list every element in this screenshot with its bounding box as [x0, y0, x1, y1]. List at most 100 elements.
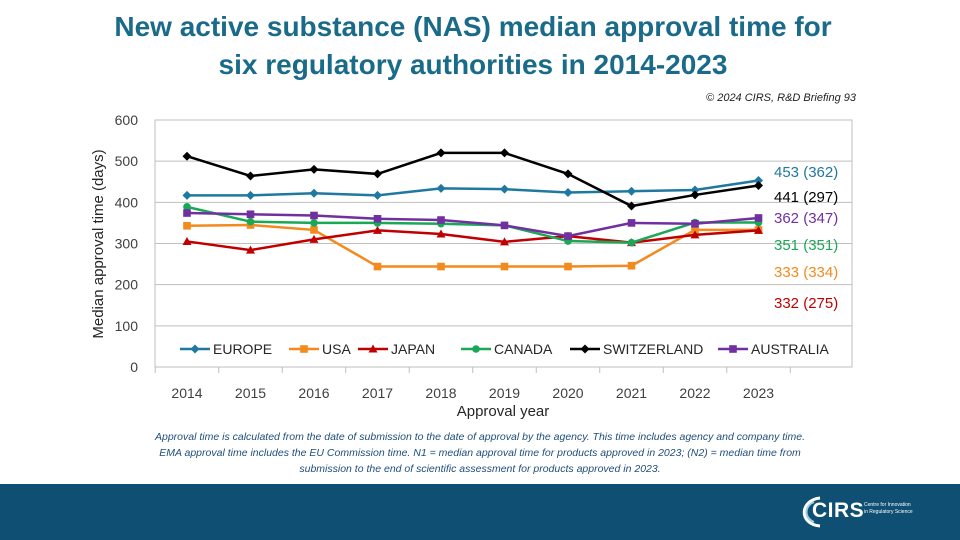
legend-marker — [472, 345, 480, 353]
series-line-canada — [186, 205, 759, 244]
data-point-usa — [564, 262, 572, 271]
footnote-line-1: Approval time is calculated from the dat… — [155, 431, 805, 443]
data-point-japan — [436, 229, 446, 238]
data-point-usa — [627, 261, 636, 270]
x-tick-label: 2016 — [298, 385, 329, 401]
data-point-australia — [310, 211, 318, 220]
series-line-europe — [187, 179, 759, 197]
x-axis-title: Approval year — [457, 403, 550, 420]
data-point-switzerland — [436, 148, 446, 158]
y-tick-label: 0 — [130, 359, 138, 375]
series-line-switzerland — [186, 151, 759, 208]
data-point-australia — [754, 214, 763, 222]
x-tick-label: 2018 — [425, 385, 456, 401]
data-point-australia — [437, 216, 445, 224]
data-point-usa — [500, 262, 509, 271]
data-point-switzerland — [627, 201, 636, 211]
footer-bar: CIRS Centre for Innovation in Regulatory… — [0, 484, 960, 540]
data-point-europe — [182, 190, 192, 200]
x-tick-label: 2020 — [552, 385, 583, 401]
data-point-europe — [246, 190, 255, 200]
data-point-europe — [627, 186, 636, 196]
data-point-switzerland — [182, 151, 192, 161]
footnote-line-2: EMA approval time includes the EU Commis… — [159, 447, 801, 459]
data-point-usa — [310, 226, 318, 234]
x-tick-label: 2019 — [489, 385, 520, 401]
data-point-australia — [691, 219, 699, 228]
logo-text: CIRS — [812, 499, 865, 522]
data-point-europe — [373, 190, 382, 200]
end-label-usa: 333 (334) — [774, 264, 838, 281]
legend-marker — [368, 344, 378, 353]
data-point-japan — [309, 234, 319, 243]
legend-marker — [190, 344, 200, 354]
title-line-2: six regulatory authorities in 2014-2023 — [218, 49, 728, 80]
x-tick-label: 2017 — [362, 385, 393, 401]
data-point-usa — [437, 262, 445, 271]
copyright-note: © 2024 CIRS, R&D Briefing 93 — [706, 92, 856, 104]
y-tick-label: 400 — [115, 194, 139, 210]
data-point-japan — [754, 225, 763, 234]
legend-label-canada: CANADA — [494, 341, 553, 357]
y-tick-label: 500 — [115, 153, 139, 169]
data-point-australia — [373, 215, 382, 223]
data-point-switzerland — [246, 171, 255, 181]
data-point-australia — [246, 210, 255, 219]
data-point-switzerland — [563, 169, 573, 179]
end-label-japan: 332 (275) — [774, 295, 838, 312]
series-line-australia — [186, 211, 759, 238]
end-label-canada: 351 (351) — [774, 237, 838, 254]
x-tick-label: 2014 — [171, 385, 202, 401]
x-tick-label: 2022 — [679, 385, 710, 401]
end-label-switzerland: 441 (297) — [774, 189, 838, 206]
data-point-europe — [754, 176, 763, 186]
data-point-switzerland — [309, 164, 319, 174]
data-point-japan — [373, 225, 382, 234]
data-point-europe — [436, 183, 446, 193]
data-point-canada — [627, 238, 636, 247]
data-point-canada — [183, 203, 191, 211]
data-point-australia — [500, 221, 509, 230]
x-tick-label: 2015 — [235, 385, 266, 401]
data-point-canada — [246, 217, 255, 226]
chart-title: New active substance (NAS) median approv… — [0, 8, 946, 84]
x-tick-label: 2021 — [616, 385, 647, 401]
data-point-japan — [246, 245, 255, 254]
series-line-usa — [186, 223, 759, 268]
data-point-usa — [691, 226, 699, 234]
data-point-europe — [563, 187, 573, 197]
data-point-australia — [564, 232, 572, 240]
y-tick-label: 600 — [115, 112, 139, 128]
series-line-japan — [186, 229, 759, 252]
data-point-switzerland — [690, 190, 700, 200]
footnote-line-3: submission to the end of scientific asse… — [299, 463, 661, 475]
data-point-japan — [500, 237, 509, 246]
data-point-switzerland — [373, 169, 382, 179]
y-tick-label: 300 — [115, 236, 139, 252]
legend-label-japan: JAPAN — [391, 341, 435, 357]
legend-label-europe: EUROPE — [213, 341, 272, 357]
data-point-europe — [309, 188, 319, 198]
data-point-usa — [373, 262, 382, 271]
legend-marker — [300, 345, 308, 353]
logo-subtitle: Centre for Innovation in Regulatory Scie… — [864, 502, 913, 515]
end-label-europe: 453 (362) — [774, 164, 838, 181]
data-point-canada — [310, 219, 318, 227]
data-point-usa — [183, 221, 191, 230]
y-tick-label: 100 — [115, 318, 139, 334]
y-tick-label: 200 — [115, 277, 139, 293]
y-axis-title: Median approval time (days) — [90, 149, 107, 338]
legend-label-usa: USA — [322, 341, 351, 357]
title-line-1: New active substance (NAS) median approv… — [114, 11, 832, 42]
end-label-australia: 362 (347) — [774, 210, 838, 227]
approval-time-chart: 0 100 200 300 400 500 600 2014 2015 2016 2017 2018 2… — [90, 112, 853, 420]
data-point-japan — [690, 230, 700, 239]
data-point-australia — [183, 209, 191, 217]
cirs-logo[interactable]: CIRS Centre for Innovation in Regulatory… — [790, 492, 913, 532]
legend-label-switzerland: SWITZERLAND — [603, 341, 703, 357]
data-point-japan — [182, 236, 192, 245]
footnote: Approval time is calculated from the dat… — [60, 429, 900, 477]
data-point-switzerland — [500, 148, 509, 158]
legend-label-australia: AUSTRALIA — [751, 341, 829, 357]
legend-marker — [729, 345, 737, 353]
